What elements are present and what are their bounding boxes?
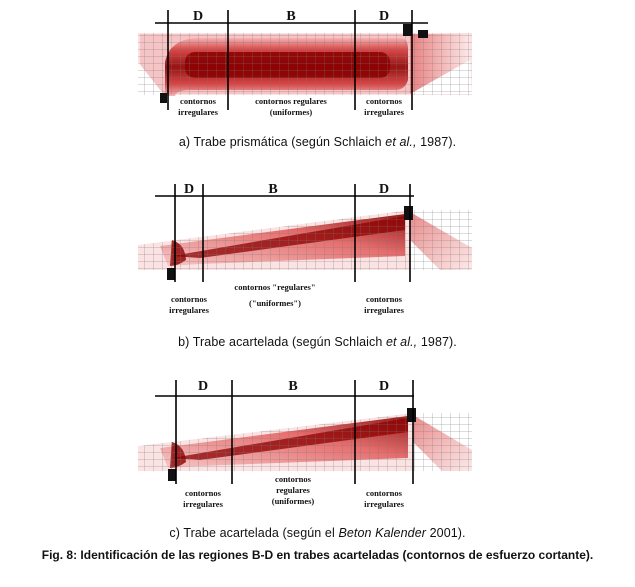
panel-b: D B D contornos irregulares contornos "r… (0, 170, 635, 360)
note-right-line2: irregulares (364, 107, 405, 117)
region-label-b: B (268, 182, 277, 197)
note-middle-line1: contornos (275, 474, 312, 484)
support-left (167, 268, 175, 280)
caption-b: b) Trabe acartelada (según Schlaich et a… (0, 335, 635, 349)
mesh-grid (138, 413, 472, 471)
region-label-d-right: D (379, 379, 389, 394)
region-label-d-right: D (379, 9, 389, 24)
caption-a-prefix: a) Trabe prismática (según Schlaich (178, 135, 386, 149)
note-right-line2: irregulares (364, 499, 405, 509)
caption-a-suffix: 1987). (416, 135, 457, 149)
region-label-d-right: D (379, 182, 389, 197)
region-label-d-left: D (184, 182, 194, 197)
note-left-line1: contornos (180, 96, 217, 106)
note-right-line2: irregulares (364, 305, 405, 315)
support-left (168, 469, 176, 481)
support-right (407, 408, 416, 422)
note-left-line2: irregulares (183, 499, 224, 509)
caption-c: c) Trabe acartelada (según el Beton Kale… (0, 526, 635, 540)
caption-b-prefix: b) Trabe acartelada (según Schlaich (178, 335, 386, 349)
caption-c-suffix: 2001). (426, 526, 466, 540)
figure-caption: Fig. 8: Identificación de las regiones B… (41, 548, 594, 562)
region-label-d-left: D (193, 9, 203, 24)
note-left-line1: contornos (185, 488, 222, 498)
beam-diagram-a: D B D contornos irregulares contornos re… (138, 9, 472, 117)
note-middle-line2: ("uniformes") (249, 298, 301, 308)
note-middle-line3: (uniformes) (272, 496, 315, 506)
note-right-line1: contornos (366, 294, 403, 304)
support-right-cap (418, 30, 428, 38)
note-left-line2: irregulares (169, 305, 210, 315)
caption-b-italic: et al., (385, 335, 418, 349)
note-right-line1: contornos (366, 96, 403, 106)
support-right (403, 24, 412, 36)
panel-c: D B D contornos irregulares contornos re… (0, 368, 635, 548)
mesh-grid (138, 210, 472, 270)
beam-diagram-b: D B D contornos irregulares contornos "r… (138, 182, 472, 315)
region-label-b: B (288, 379, 297, 394)
caption-a: a) Trabe prismática (según Schlaich et a… (0, 135, 635, 149)
panel-a: D B D contornos irregulares contornos re… (0, 0, 635, 160)
note-middle-line2: (uniformes) (270, 107, 313, 117)
support-left (160, 93, 167, 103)
note-left-line2: irregulares (178, 107, 219, 117)
note-middle-line1: contornos regulares (255, 96, 327, 106)
caption-a-italic: et al., (385, 135, 417, 149)
region-label-b: B (286, 9, 295, 24)
note-right-line1: contornos (366, 488, 403, 498)
support-right (404, 206, 413, 220)
note-left-line1: contornos (171, 294, 208, 304)
caption-b-suffix: 1987). (417, 335, 457, 349)
note-middle-line1: contornos "regulares" (234, 282, 315, 292)
region-label-d-left: D (198, 379, 208, 394)
note-middle-line2: regulares (276, 485, 310, 495)
caption-c-prefix: c) Trabe acartelada (según el (169, 526, 339, 540)
caption-c-italic: Beton Kalender (338, 526, 427, 540)
mesh-grid (138, 33, 472, 95)
beam-diagram-c: D B D contornos irregulares contornos re… (138, 379, 472, 509)
